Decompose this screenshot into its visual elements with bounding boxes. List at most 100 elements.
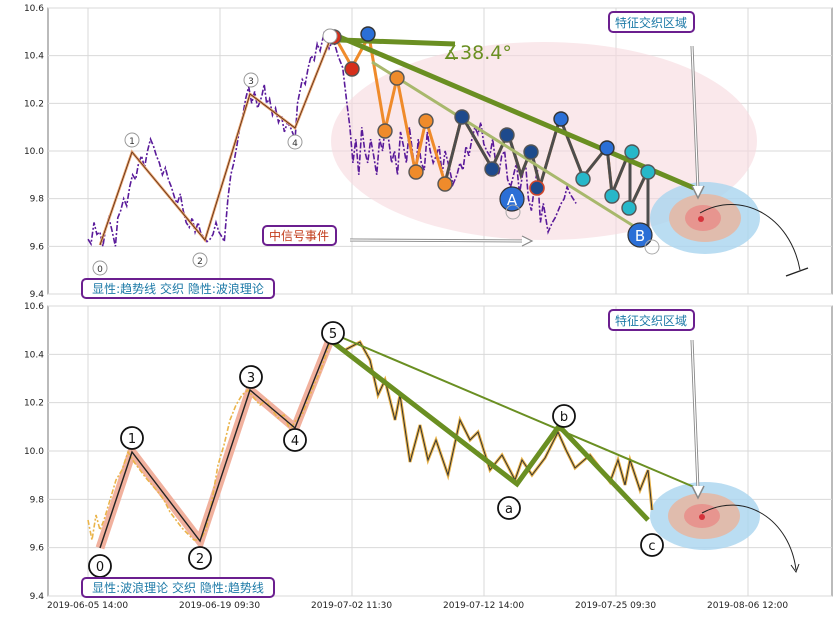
top-down-arrow-inner <box>691 45 699 191</box>
top-impulse-labels: 0 1 2 3 4 <box>92 28 338 276</box>
marker <box>360 26 376 42</box>
top-signal-arrow-inner <box>349 239 529 242</box>
marker <box>377 123 393 139</box>
wave-a-label: a <box>505 502 513 517</box>
wave-1-circle <box>120 426 144 450</box>
wave-a-circle <box>497 496 521 520</box>
x-tick-label: 2019-06-19 09:30 <box>179 601 260 611</box>
wave-2-label: 2 <box>197 257 203 267</box>
y-tick-label: 10.2 <box>24 99 44 109</box>
wave-3-label: 3 <box>248 77 254 87</box>
wave-4-circle <box>287 134 303 150</box>
y-tick-label: 9.8 <box>30 195 45 205</box>
top-legend-box-text: 显性:趋势线 交织 隐性:波浪理论 <box>92 281 264 296</box>
wave-0-label: 0 <box>97 265 103 275</box>
wave-2-circle <box>188 546 212 570</box>
bottom-forecast-arrowhead <box>790 563 800 574</box>
bottom-legend-box: 显性:波浪理论 交织 隐性:趋势线 <box>81 577 275 598</box>
wave-2-label: 2 <box>196 552 204 567</box>
wave-5-circle <box>322 28 338 44</box>
wave-4-label: 4 <box>292 139 298 149</box>
wave-1-label: 1 <box>129 137 135 147</box>
y-tick-label: 9.6 <box>30 544 45 554</box>
top-trendline-flat <box>339 37 456 47</box>
bottom-zone-box-text: 特征交织区域 <box>615 313 687 328</box>
top-wave-B-label: B <box>635 227 645 245</box>
bottom-impulse-wave <box>99 339 331 549</box>
bottom-panel: 9.4 9.6 9.8 10.0 10.2 10.4 10.6 2019-06-05 14:… <box>24 302 833 611</box>
bottom-abc-wave <box>328 338 650 522</box>
top-panel: 9.4 9.6 9.8 10.0 10.2 10.4 10.6 ∡38.4° <box>24 4 833 300</box>
marker <box>389 70 405 86</box>
y-tick-label: 10.4 <box>24 52 44 62</box>
wave-1-label: 1 <box>128 432 136 447</box>
marker <box>624 144 640 160</box>
top-down-arrowhead <box>691 185 705 200</box>
top-forecast-curve <box>699 204 801 271</box>
y-tick-label: 10.0 <box>24 147 44 157</box>
marker <box>553 111 569 127</box>
wave-4-label: 4 <box>291 434 299 449</box>
y-tick-label: 10.4 <box>24 350 44 360</box>
top-target-dot <box>698 216 704 222</box>
y-tick-label: 9.4 <box>30 290 45 300</box>
top-price-line-correction <box>323 31 577 235</box>
marker <box>344 61 360 77</box>
x-tick-label: 2019-07-25 09:30 <box>575 601 656 611</box>
bottom-x-ticks: 2019-06-05 14:00 2019-06-19 09:30 2019-07-… <box>47 601 788 611</box>
bottom-y-ticks: 9.4 9.6 9.8 10.0 10.2 10.4 10.6 <box>24 302 44 602</box>
y-tick-label: 9.8 <box>30 495 45 505</box>
y-tick-label: 9.4 <box>30 592 45 602</box>
top-wave-B-ghost <box>644 239 660 255</box>
top-wave-A-label: A <box>507 191 518 209</box>
top-impulse-wave-core <box>99 34 333 246</box>
wave-3-label: 3 <box>247 371 255 386</box>
y-tick-label: 9.6 <box>30 242 45 252</box>
wave-2-circle <box>192 252 208 268</box>
top-wave-B-marker <box>627 222 653 248</box>
marker <box>499 127 515 143</box>
bottom-gridlines <box>48 305 832 597</box>
top-correction-zone <box>331 42 757 240</box>
marker <box>523 144 539 160</box>
wave-0-circle <box>92 260 108 276</box>
top-wave-A-ghost <box>505 204 521 220</box>
top-zone-box: 特征交织区域 <box>608 11 695 33</box>
bottom-down-arrow-inner <box>691 339 699 491</box>
wave-1-circle <box>124 132 140 148</box>
top-signal-box: 中信号事件 <box>262 225 337 246</box>
wave-4-circle <box>283 428 307 452</box>
bottom-zone-box: 特征交织区域 <box>608 309 695 331</box>
bottom-trendline-upper <box>335 334 695 488</box>
top-angle-label: ∡38.4° <box>443 42 512 64</box>
top-trendline-main <box>334 32 695 191</box>
bottom-correction-wave <box>331 341 653 511</box>
bottom-forecast-curve <box>701 504 797 571</box>
wave-c-label: c <box>648 539 655 554</box>
wave-b-label: b <box>560 410 568 425</box>
wave-5-label: 5 <box>329 327 337 342</box>
top-correction-markers <box>326 26 656 216</box>
x-tick-label: 2019-07-12 14:00 <box>443 601 524 611</box>
marker <box>599 140 615 156</box>
x-tick-label: 2019-07-02 11:30 <box>311 601 392 611</box>
marker <box>437 176 453 192</box>
marker <box>575 171 591 187</box>
bottom-target-dot <box>699 514 705 520</box>
y-tick-label: 10.6 <box>24 302 44 312</box>
wave-c-circle <box>640 533 664 557</box>
top-zone-box-text: 特征交织区域 <box>615 15 687 30</box>
wave-3-circle <box>239 365 263 389</box>
x-tick-label: 2019-06-05 14:00 <box>47 601 128 611</box>
top-trendline-lower <box>371 60 649 237</box>
y-tick-label: 10.6 <box>24 4 44 14</box>
marker <box>640 164 656 180</box>
marker <box>484 161 500 177</box>
bottom-down-arrowhead <box>691 485 705 500</box>
wave-0-label: 0 <box>96 560 104 575</box>
top-signal-arrowhead <box>521 235 534 247</box>
wave-b-circle <box>552 404 576 428</box>
top-signal-box-text: 中信号事件 <box>269 228 329 243</box>
bottom-wave-labels: 0 1 2 3 4 5 a b c <box>88 321 664 578</box>
